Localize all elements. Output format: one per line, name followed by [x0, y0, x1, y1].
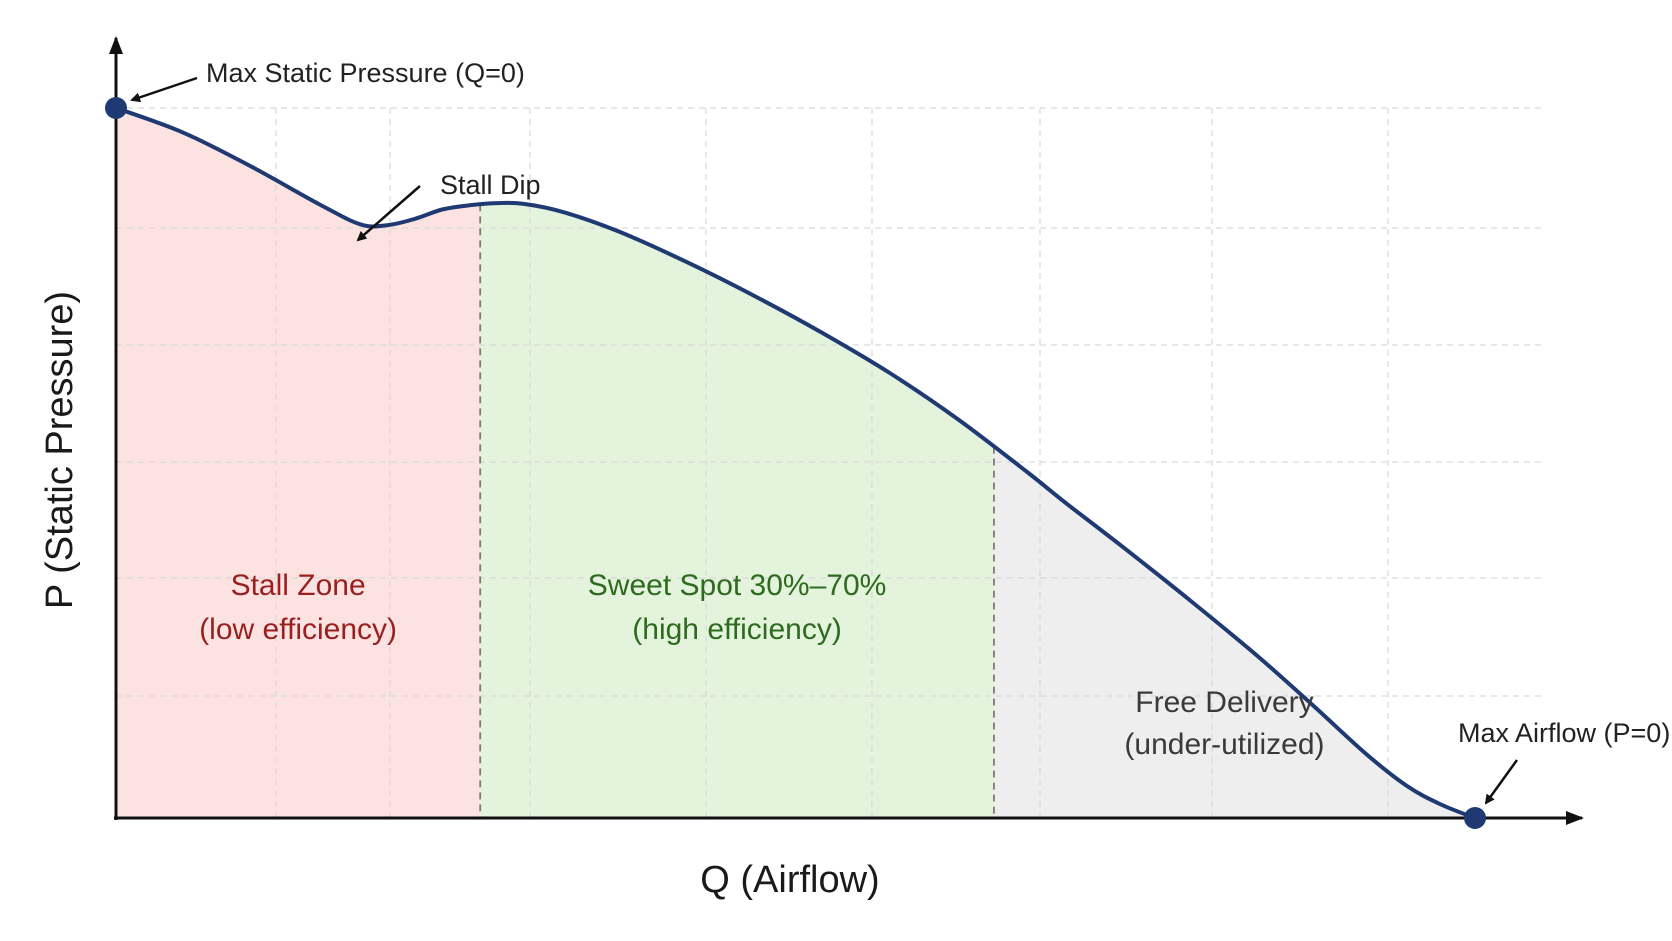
max-static-pressure-label: Max Static Pressure (Q=0)	[206, 58, 525, 88]
max-airflow-point	[1464, 807, 1486, 829]
zone-label-0-line1: Stall Zone	[231, 569, 366, 602]
max-airflow-arrow	[1484, 759, 1519, 805]
zone-label-2-line2: (under-utilized)	[1124, 728, 1324, 761]
y-axis-title: P (Static Pressure)	[39, 291, 81, 609]
max-airflow-label: Max Airflow (P=0)	[1458, 718, 1670, 748]
max-static-pressure-arrow	[130, 76, 198, 103]
grid	[116, 107, 1545, 818]
zone-dividers	[479, 204, 995, 818]
x-axis-title: Q (Airflow)	[700, 859, 879, 901]
zone-fill-0	[116, 108, 481, 818]
max-static-pressure-point	[105, 97, 127, 119]
zone-label-2-line1: Free Delivery	[1135, 686, 1313, 719]
zone-fill-1	[480, 108, 994, 818]
zone-labels: Stall Zone (low efficiency) Sweet Spot 30%…	[199, 569, 1324, 761]
zone-label-1-line2: (high efficiency)	[632, 613, 842, 646]
zone-label-0-line2: (low efficiency)	[199, 613, 397, 646]
stall-dip-arrow	[356, 185, 421, 242]
zone-label-1-line1: Sweet Spot 30%–70%	[588, 569, 887, 602]
stall-dip-label: Stall Dip	[440, 170, 541, 200]
point-marks	[105, 97, 1486, 829]
